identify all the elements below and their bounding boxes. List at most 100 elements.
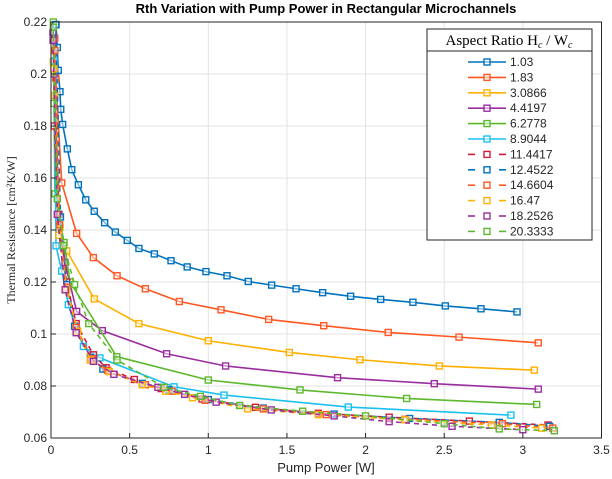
data-point-marker	[409, 298, 417, 306]
series-line	[53, 38, 539, 344]
legend-label: 20.3333	[510, 224, 554, 238]
data-point-marker	[85, 319, 93, 328]
data-point-marker	[318, 288, 327, 297]
legend-marker	[483, 89, 491, 97]
legend-item: 16.47	[468, 194, 540, 208]
ticks: 0 0.5 1 1.5 2 2.5 3 3.5 0.06 0.08 0.1 0.12 0.14 0.16 0…	[24, 15, 611, 457]
data-point-marker	[550, 427, 559, 435]
legend-item: 1.03	[468, 55, 534, 69]
x-tick-label: 1.5	[279, 443, 296, 457]
series-1.83	[51, 34, 542, 347]
data-point-marker	[487, 421, 496, 429]
data-point-marker	[455, 333, 463, 341]
legend-marker	[483, 196, 491, 205]
data-point-marker	[183, 263, 191, 271]
legend-label: 3.0866	[510, 86, 547, 100]
legend-label: 18.2526	[510, 209, 554, 223]
data-point-marker	[435, 362, 444, 370]
legend-label: 14.6604	[510, 178, 554, 192]
legend: Aspect Ratio Hc / Wc 1.031.833.08664.419…	[426, 28, 593, 241]
data-point-marker	[123, 236, 131, 245]
legend-label: 6.2778	[510, 117, 547, 131]
data-point-marker	[292, 285, 300, 293]
data-point-marker	[167, 256, 175, 265]
legend-item: 4.4197	[468, 101, 547, 115]
legend-label: 11.4417	[510, 147, 553, 161]
legend-item: 11.4417	[468, 147, 553, 161]
data-point-marker	[58, 120, 67, 129]
legend-item: 6.2778	[468, 117, 547, 131]
data-point-marker	[113, 356, 121, 364]
data-point-marker	[51, 46, 59, 55]
data-point-marker	[110, 370, 118, 378]
y-tick-label: 0.12	[24, 275, 48, 289]
data-point-marker	[175, 297, 184, 306]
data-point-marker	[90, 295, 98, 303]
y-axis-label: Thermal Resistance [cm²K/W]	[4, 156, 18, 304]
series-line	[52, 27, 555, 432]
data-point-marker	[356, 356, 364, 364]
x-tick-label: 2	[362, 443, 369, 457]
data-point-marker	[376, 295, 385, 304]
data-point-marker	[538, 424, 546, 432]
data-point-marker	[135, 319, 143, 328]
data-point-marker	[267, 281, 276, 289]
data-point-marker	[534, 385, 542, 393]
legend-marker	[483, 58, 491, 66]
data-point-marker	[402, 394, 411, 403]
legend-title-text: Aspect Ratio H	[446, 33, 539, 49]
data-point-marker	[90, 207, 98, 215]
data-point-marker	[330, 412, 338, 420]
legend-label: 1.83	[510, 70, 534, 84]
data-point-marker	[244, 277, 252, 286]
y-tick-label: 0.1	[30, 327, 47, 341]
x-tick-label: 3	[520, 443, 527, 457]
data-point-marker	[150, 250, 159, 258]
data-point-marker	[53, 210, 61, 219]
legend-label: 4.4197	[510, 101, 547, 115]
data-point-marker	[440, 420, 448, 428]
data-point-marker	[236, 401, 244, 410]
data-point-marker	[264, 315, 273, 324]
data-point-marker	[111, 228, 120, 236]
data-point-marker	[217, 306, 225, 314]
legend-marker	[483, 135, 491, 143]
series-8.9044	[50, 57, 515, 419]
data-point-marker	[162, 350, 171, 358]
x-tick-label: 0	[48, 443, 55, 457]
legend-title: Aspect Ratio Hc / Wc	[446, 33, 574, 51]
data-point-marker	[267, 406, 275, 414]
data-point-marker	[138, 381, 146, 389]
y-tick-label: 0.16	[24, 171, 48, 185]
x-tick-label: 3.5	[593, 443, 610, 457]
data-point-marker	[59, 241, 68, 250]
data-point-marker	[320, 321, 328, 330]
data-point-marker	[298, 407, 307, 415]
data-point-marker	[212, 398, 220, 406]
data-point-marker	[333, 373, 342, 382]
y-tick-label: 0.14	[24, 223, 48, 237]
data-point-marker	[204, 376, 212, 384]
legend-label: 8.9044	[510, 132, 547, 146]
x-tick-label: 0.5	[121, 443, 138, 457]
data-point-marker	[385, 417, 393, 426]
data-point-marker	[532, 400, 541, 409]
x-axis-label: Pump Power [W]	[277, 460, 375, 475]
data-point-marker	[96, 354, 104, 362]
legend-title-sub2: c	[568, 40, 573, 51]
legend-item: 1.83	[468, 70, 534, 84]
legend-marker	[483, 181, 491, 189]
data-point-marker	[448, 422, 456, 430]
series-18.2526	[49, 36, 527, 434]
legend-item: 18.2526	[468, 209, 554, 223]
x-tick-label: 2.5	[436, 443, 453, 457]
data-point-marker	[361, 412, 370, 420]
legend-label: 16.47	[510, 194, 540, 208]
data-point-marker	[53, 195, 61, 203]
data-point-marker	[63, 145, 72, 153]
legend-marker	[483, 73, 491, 82]
data-point-marker	[89, 357, 98, 365]
data-point-marker	[285, 348, 293, 357]
legend-item: 8.9044	[468, 132, 547, 146]
